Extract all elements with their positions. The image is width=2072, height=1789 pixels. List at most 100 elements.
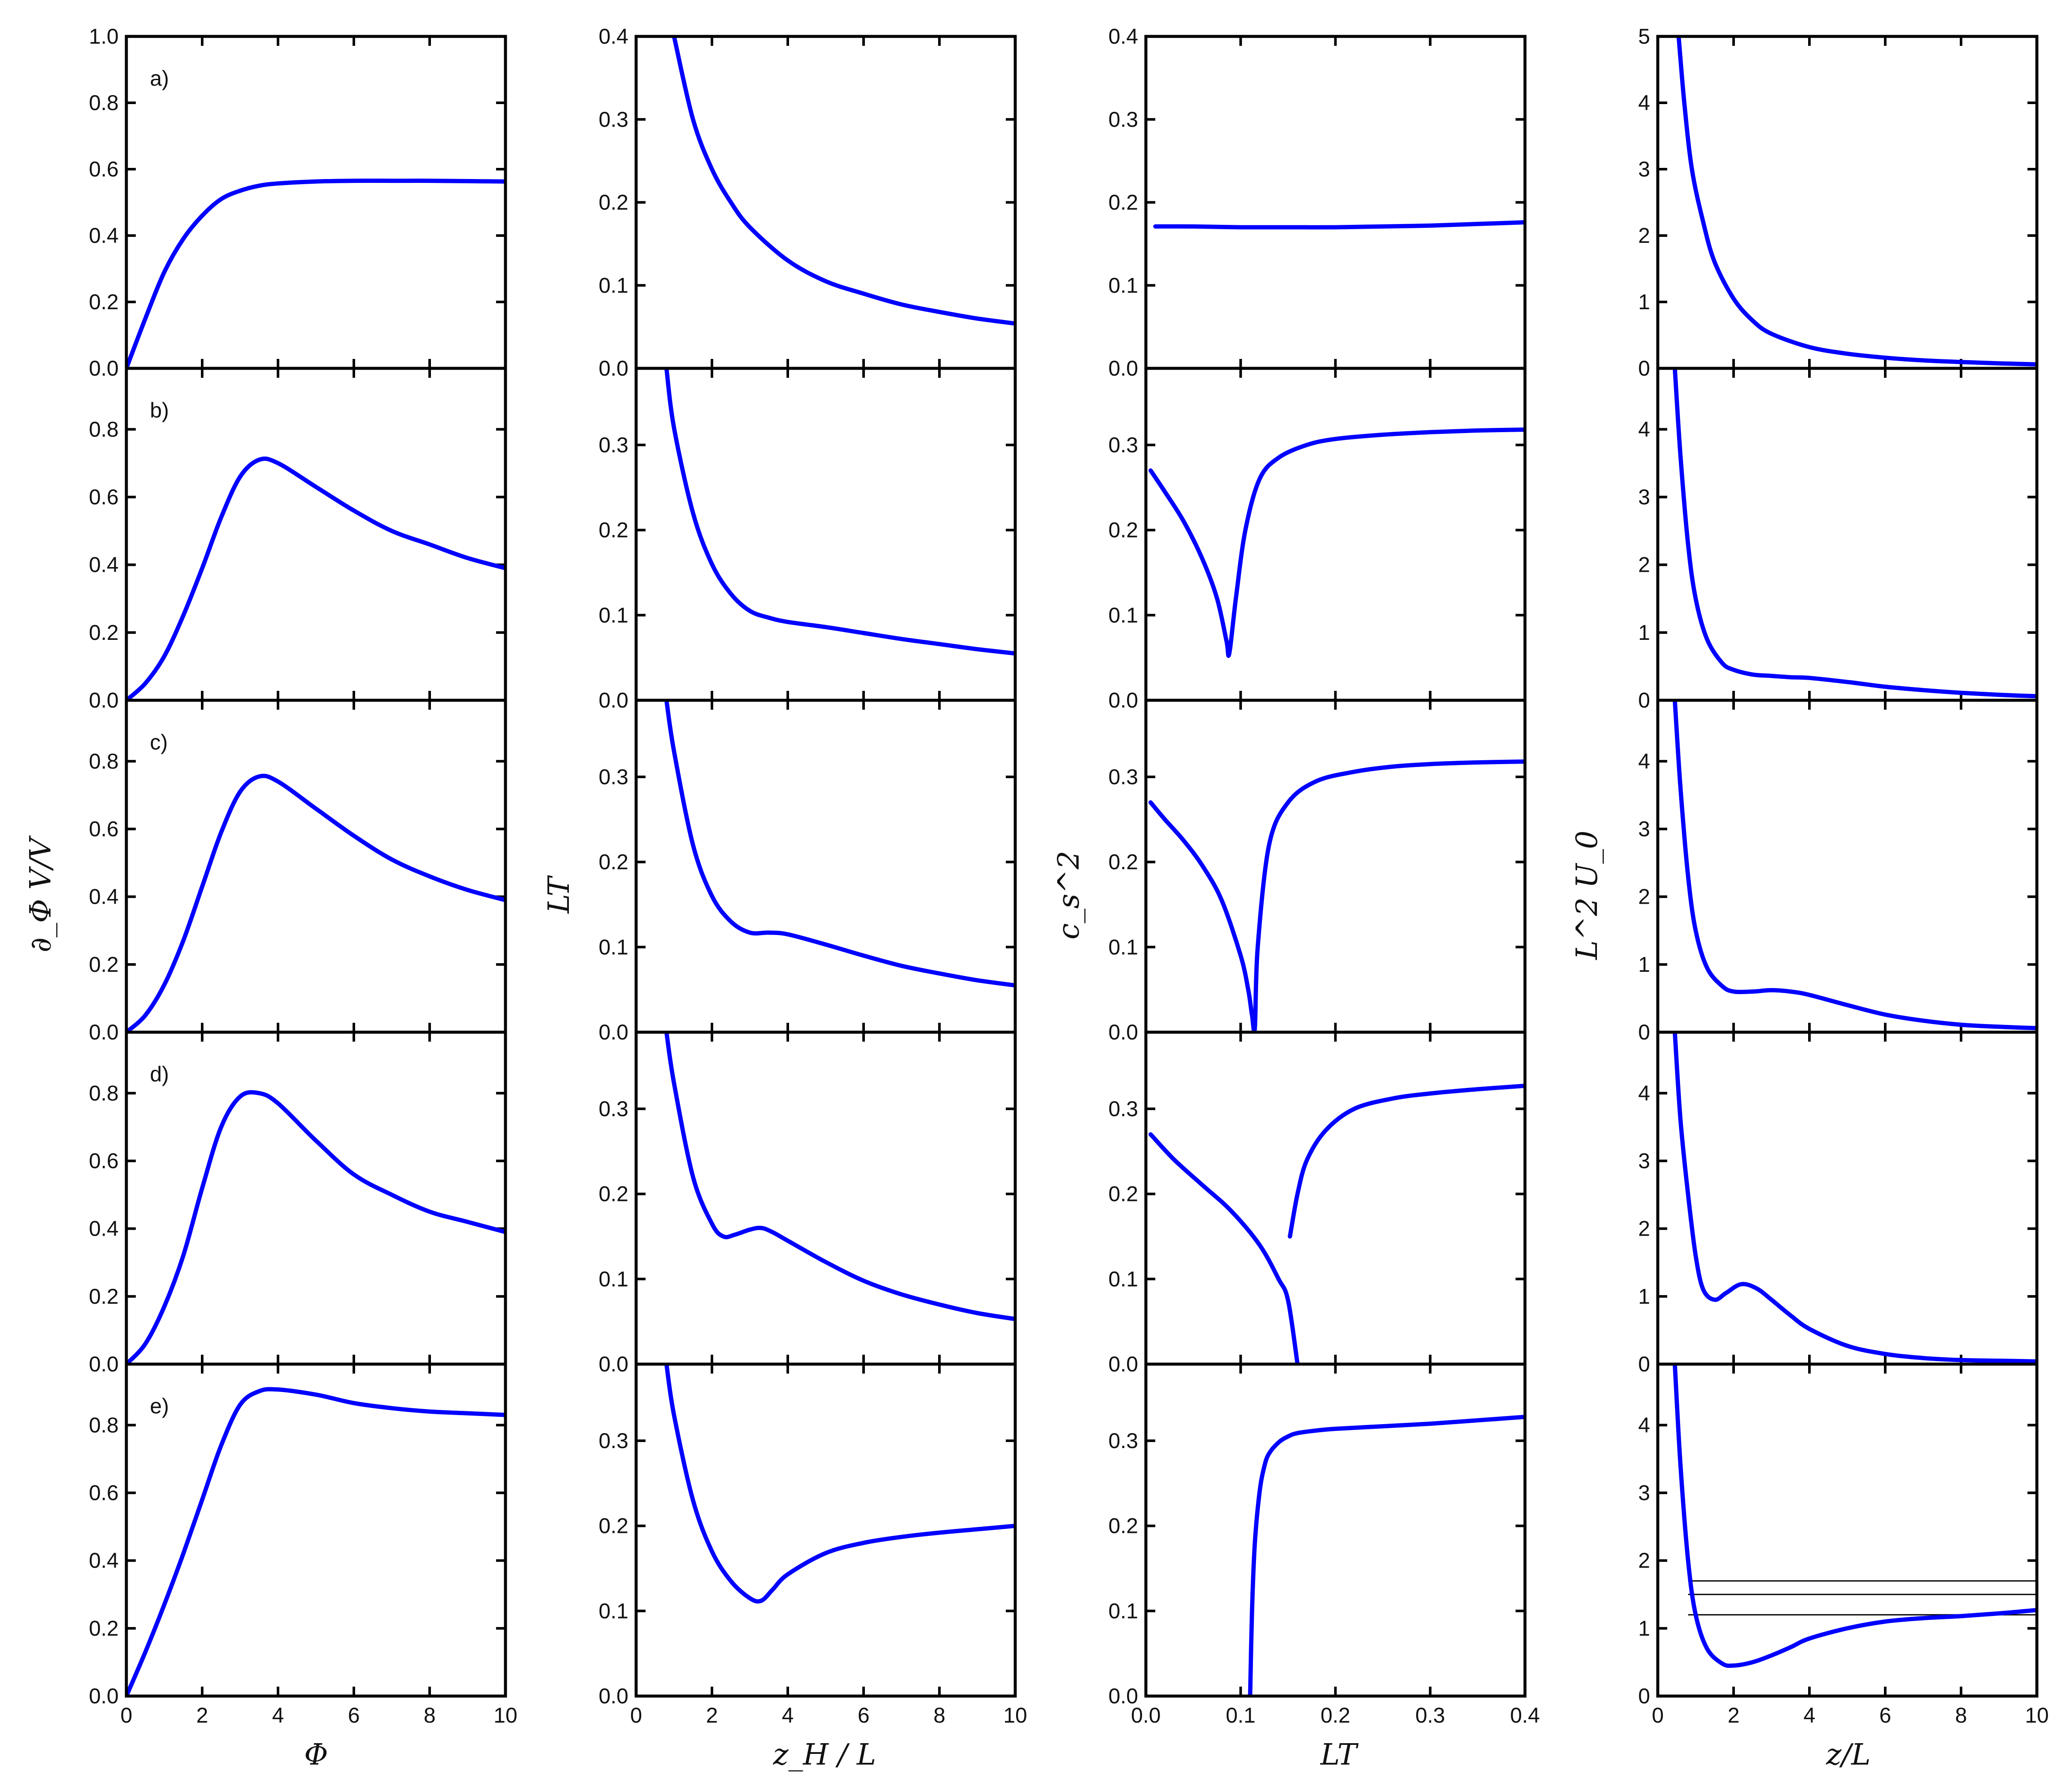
y-tick-label: 0.2 <box>598 518 628 542</box>
x-tick-label: 2 <box>1728 1703 1740 1727</box>
x-tick-label: 0.0 <box>1131 1703 1161 1727</box>
y-tick-label: 0.3 <box>1108 108 1138 131</box>
x-tick-label: 0 <box>630 1703 642 1727</box>
y-tick-label: 0.4 <box>89 224 119 248</box>
y-tick-label: 0.3 <box>1108 765 1138 789</box>
y-tick-label: 0.0 <box>1108 356 1138 380</box>
curve-group <box>126 179 505 368</box>
x-tick-label: 0.3 <box>1415 1703 1445 1727</box>
data-curve <box>1248 1415 1525 1696</box>
y-tick-label: 0.2 <box>1108 850 1138 874</box>
panel-c2-r1: 0.0 0.1 0.2 0.3 0.4 <box>598 24 1017 380</box>
y-tick-label: 0.4 <box>1108 24 1138 48</box>
panel-c2-r4: 0.0 0.1 0.2 0.3 <box>598 1030 1017 1376</box>
curve-group <box>1676 36 2037 367</box>
row-tag-c: c) <box>150 730 168 754</box>
x-tick-label: 0.2 <box>1321 1703 1351 1727</box>
panel-frame <box>634 1030 1017 1366</box>
y-tick-label: 0.3 <box>1108 433 1138 457</box>
data-curve <box>126 1090 505 1364</box>
x-tick-label: 0 <box>120 1703 132 1727</box>
y-tick-label: 0.0 <box>89 356 119 380</box>
data-curve <box>1148 427 1525 658</box>
curve-group <box>1672 1032 2037 1364</box>
col2-xlabel: z_H / L <box>773 1738 876 1772</box>
x-tick-label: 10 <box>493 1703 517 1727</box>
x-tick-label: 2 <box>196 1703 208 1727</box>
curve-group <box>664 700 1015 988</box>
y-tick-label: 0.4 <box>89 885 119 909</box>
curve-group <box>672 36 1015 326</box>
data-curve <box>1672 1032 2037 1364</box>
data-curve <box>664 1032 1015 1321</box>
y-tick-label: 0.0 <box>598 688 628 712</box>
x-tick-label: 0 <box>1652 1703 1664 1727</box>
x-tick-label: 8 <box>1955 1703 1967 1727</box>
y-tick-label: 0 <box>1638 1020 1650 1044</box>
row-tag-d: d) <box>150 1062 169 1086</box>
y-tick-label: 0.1 <box>1108 1267 1138 1291</box>
y-tick-label: 0.1 <box>1108 273 1138 297</box>
curve-group <box>1148 759 1525 1032</box>
curve-group <box>664 1364 1015 1604</box>
panel-c1-r2: 0.0 0.2 0.4 0.6 0.8 b) <box>89 367 507 712</box>
y-tick-label: 0.8 <box>89 749 119 773</box>
y-tick-label: 0.0 <box>89 1352 119 1376</box>
curve-group <box>1148 1084 1525 1364</box>
y-tick-label: 0.0 <box>598 356 628 380</box>
y-tick-label: 0 <box>1638 356 1650 380</box>
y-tick-label: 2 <box>1638 553 1650 577</box>
y-tick-label: 1 <box>1638 621 1650 645</box>
panel-frame <box>634 1362 1017 1698</box>
y-tick-label: 0.2 <box>89 1284 119 1308</box>
panel-frame <box>1656 699 2039 1034</box>
panel-c4-r1: 0 1 2 3 4 5 <box>1638 24 2039 380</box>
panel-frame <box>1144 1030 1527 1366</box>
col4-xlabel: z/L <box>1826 1738 1871 1772</box>
data-curve <box>1672 700 2037 1030</box>
panel-c4-r5: 0 1 2 3 4 0 2 4 6 8 10 <box>1638 1362 2049 1727</box>
y-tick-label: 0.4 <box>598 24 628 48</box>
data-curve <box>664 700 1015 988</box>
y-tick-label: 0.4 <box>89 1217 119 1241</box>
y-tick-label: 0.4 <box>89 553 119 577</box>
panel-c2-r5: 0.0 0.1 0.2 0.3 0 2 4 6 8 10 <box>598 1362 1027 1727</box>
curve-group <box>1248 1415 1525 1696</box>
panel-frame <box>125 699 507 1034</box>
panel-frame <box>1144 1362 1527 1698</box>
y-tick-label: 0.2 <box>598 850 628 874</box>
col1-xlabel: Φ <box>304 1738 328 1772</box>
data-curve <box>1676 36 2037 367</box>
y-tick-label: 0.2 <box>598 1514 628 1538</box>
y-tick-label: 0.2 <box>89 1616 119 1640</box>
y-tick-label: 0.6 <box>89 817 119 841</box>
y-tick-label: 0.1 <box>598 1599 628 1623</box>
panel-c2-r3: 0.0 0.1 0.2 0.3 <box>598 699 1017 1044</box>
data-curve <box>1153 220 1525 230</box>
data-curve <box>1148 759 1525 1032</box>
y-tick-label: 2 <box>1638 1217 1650 1241</box>
y-tick-label: 0.3 <box>598 108 628 131</box>
y-tick-label: 0.0 <box>1108 1020 1138 1044</box>
y-tick-label: 1 <box>1638 953 1650 977</box>
panel-frame <box>125 367 507 702</box>
panel-c3-r2: 0.0 0.1 0.2 0.3 <box>1108 367 1527 712</box>
panel-c1-r5: 0.0 0.2 0.4 0.6 0.8 0 2 4 6 8 10 e) <box>89 1362 517 1727</box>
y-tick-label: 0.0 <box>598 1684 628 1708</box>
y-tick-label: 0.1 <box>598 273 628 297</box>
y-tick-label: 2 <box>1638 1549 1650 1573</box>
panel-c4-r4: 0 1 2 3 4 <box>1638 1030 2039 1376</box>
y-tick-label: 0.0 <box>89 1020 119 1044</box>
y-tick-label: 0.4 <box>89 1549 119 1573</box>
x-tick-label: 6 <box>858 1703 870 1727</box>
y-tick-label: 0.2 <box>1108 1182 1138 1206</box>
y-tick-label: 0.3 <box>1108 1429 1138 1453</box>
y-tick-label: 0.3 <box>598 1097 628 1121</box>
y-tick-label: 0.3 <box>598 765 628 789</box>
row-tag-a: a) <box>150 66 169 90</box>
panel-c3-r1: 0.0 0.1 0.2 0.3 0.4 <box>1108 24 1527 380</box>
y-tick-label: 0.8 <box>89 1413 119 1437</box>
y-tick-label: 0.6 <box>89 1481 119 1505</box>
y-tick-label: 0.1 <box>598 1267 628 1291</box>
